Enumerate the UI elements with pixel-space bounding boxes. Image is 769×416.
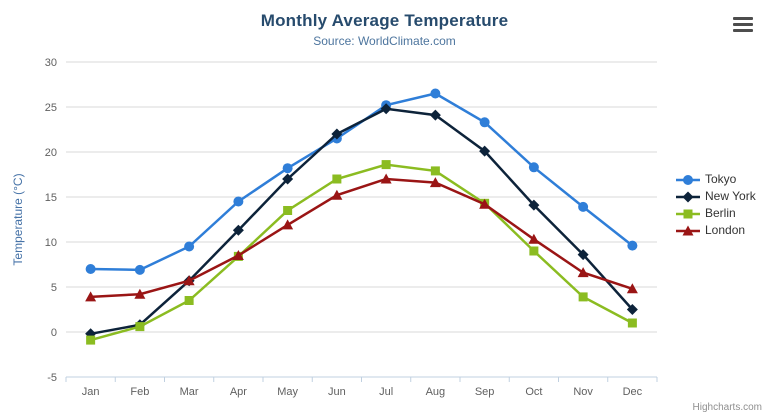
data-point-marker-tokyo[interactable] (85, 264, 96, 274)
series-line-new-york[interactable] (90, 107, 634, 336)
diamond-legend-marker-icon (676, 191, 700, 202)
data-point-marker-london[interactable] (183, 275, 195, 286)
data-point-marker-new-york[interactable] (528, 199, 540, 211)
x-axis-label: Jul (379, 386, 393, 398)
highcharts-credits-link[interactable]: Highcharts.com (692, 402, 762, 413)
data-point-marker-new-york[interactable] (479, 145, 491, 157)
y-axis-label: 15 (45, 192, 57, 204)
data-point-marker-berlin[interactable] (578, 292, 588, 302)
triangle-legend-marker-icon (676, 225, 700, 235)
x-axis-label: Nov (573, 386, 593, 398)
data-point-marker-berlin[interactable] (627, 318, 637, 328)
legend-label: New York (705, 189, 756, 203)
x-axis-label: Jan (82, 386, 100, 398)
y-axis-label: 0 (51, 327, 57, 339)
y-axis-label: 30 (45, 57, 57, 69)
data-point-marker-new-york[interactable] (232, 224, 244, 236)
legend-item-tokyo[interactable]: Tokyo (676, 173, 756, 186)
y-axis-label: -5 (47, 372, 57, 384)
series-line-berlin[interactable] (90, 163, 633, 342)
series-line-london[interactable] (90, 177, 633, 299)
x-axis-label: May (277, 386, 298, 398)
data-point-marker-london[interactable] (232, 250, 244, 260)
chart-title: Monthly Average Temperature (260, 11, 509, 30)
y-axis-label: 5 (51, 282, 57, 294)
y-axis-label: 20 (45, 147, 57, 159)
y-axis-label: 10 (45, 237, 57, 249)
data-point-marker-tokyo[interactable] (528, 162, 539, 173)
legend-item-new-york[interactable]: New York (676, 190, 756, 203)
x-axis-label: Oct (525, 386, 542, 398)
data-point-marker-london[interactable] (85, 291, 97, 302)
legend-symbol-marker (682, 225, 694, 235)
data-point-marker-tokyo[interactable] (282, 163, 293, 174)
data-point-marker-london[interactable] (380, 173, 392, 184)
legend-symbol-marker (683, 209, 693, 218)
data-point-marker-london[interactable] (577, 267, 589, 278)
data-point-marker-tokyo[interactable] (233, 196, 244, 207)
data-point-marker-berlin[interactable] (184, 296, 194, 305)
data-point-marker-berlin[interactable] (430, 166, 440, 176)
data-point-marker-berlin[interactable] (381, 160, 391, 170)
data-point-marker-new-york[interactable] (429, 109, 441, 121)
legend-label: London (705, 223, 746, 237)
series-line-tokyo[interactable] (90, 92, 634, 272)
hamburger-menu-icon (733, 29, 753, 32)
legend-symbol-marker (682, 191, 694, 202)
x-axis-label: Sep (475, 386, 495, 398)
data-point-marker-london[interactable] (429, 177, 441, 188)
data-point-marker-london[interactable] (626, 283, 638, 294)
y-axis-title: Temperature (°C) (11, 173, 25, 265)
data-point-marker-berlin[interactable] (283, 206, 293, 215)
legend-label: Tokyo (705, 172, 737, 186)
data-point-marker-tokyo[interactable] (134, 264, 145, 275)
legend-item-berlin[interactable]: Berlin (676, 207, 756, 220)
chart-subtitle: Source: WorldClimate.com (313, 34, 456, 48)
x-axis-label: Apr (230, 386, 247, 398)
data-point-marker-london[interactable] (528, 233, 540, 244)
data-point-marker-tokyo[interactable] (184, 241, 195, 252)
data-point-marker-new-york[interactable] (331, 128, 343, 140)
circle-legend-marker-icon (676, 174, 700, 185)
x-axis-label: Dec (623, 386, 643, 398)
x-axis-label: Feb (130, 386, 149, 398)
data-point-marker-berlin[interactable] (135, 322, 145, 332)
data-point-marker-new-york[interactable] (282, 173, 294, 185)
x-axis-label: Jun (328, 386, 346, 398)
data-point-marker-london[interactable] (282, 219, 294, 230)
x-axis-label: Mar (180, 386, 199, 398)
square-legend-marker-icon (676, 209, 700, 218)
data-point-marker-berlin[interactable] (529, 246, 539, 256)
data-point-marker-tokyo[interactable] (578, 201, 589, 212)
legend-item-london[interactable]: London (676, 224, 756, 237)
hamburger-menu-icon (733, 17, 753, 20)
hamburger-menu-icon (733, 23, 753, 26)
data-point-marker-tokyo[interactable] (627, 240, 638, 251)
data-point-marker-tokyo[interactable] (430, 88, 441, 99)
data-point-marker-berlin[interactable] (86, 335, 96, 345)
data-point-marker-london[interactable] (479, 198, 491, 209)
chart-context-menu-button[interactable] (733, 17, 753, 32)
data-point-marker-london[interactable] (331, 189, 343, 200)
data-point-marker-london[interactable] (134, 288, 146, 299)
x-axis-label: Aug (426, 386, 446, 398)
legend-symbol-marker (683, 174, 693, 185)
data-point-marker-new-york[interactable] (577, 249, 589, 261)
legend-label: Berlin (705, 206, 736, 220)
data-point-marker-new-york[interactable] (626, 304, 638, 315)
data-point-marker-berlin[interactable] (332, 174, 342, 184)
data-point-marker-new-york[interactable] (380, 103, 392, 115)
y-axis-label: 25 (45, 102, 57, 114)
data-point-marker-tokyo[interactable] (479, 117, 490, 128)
chart-legend: Tokyo New York Berlin London (676, 173, 756, 237)
